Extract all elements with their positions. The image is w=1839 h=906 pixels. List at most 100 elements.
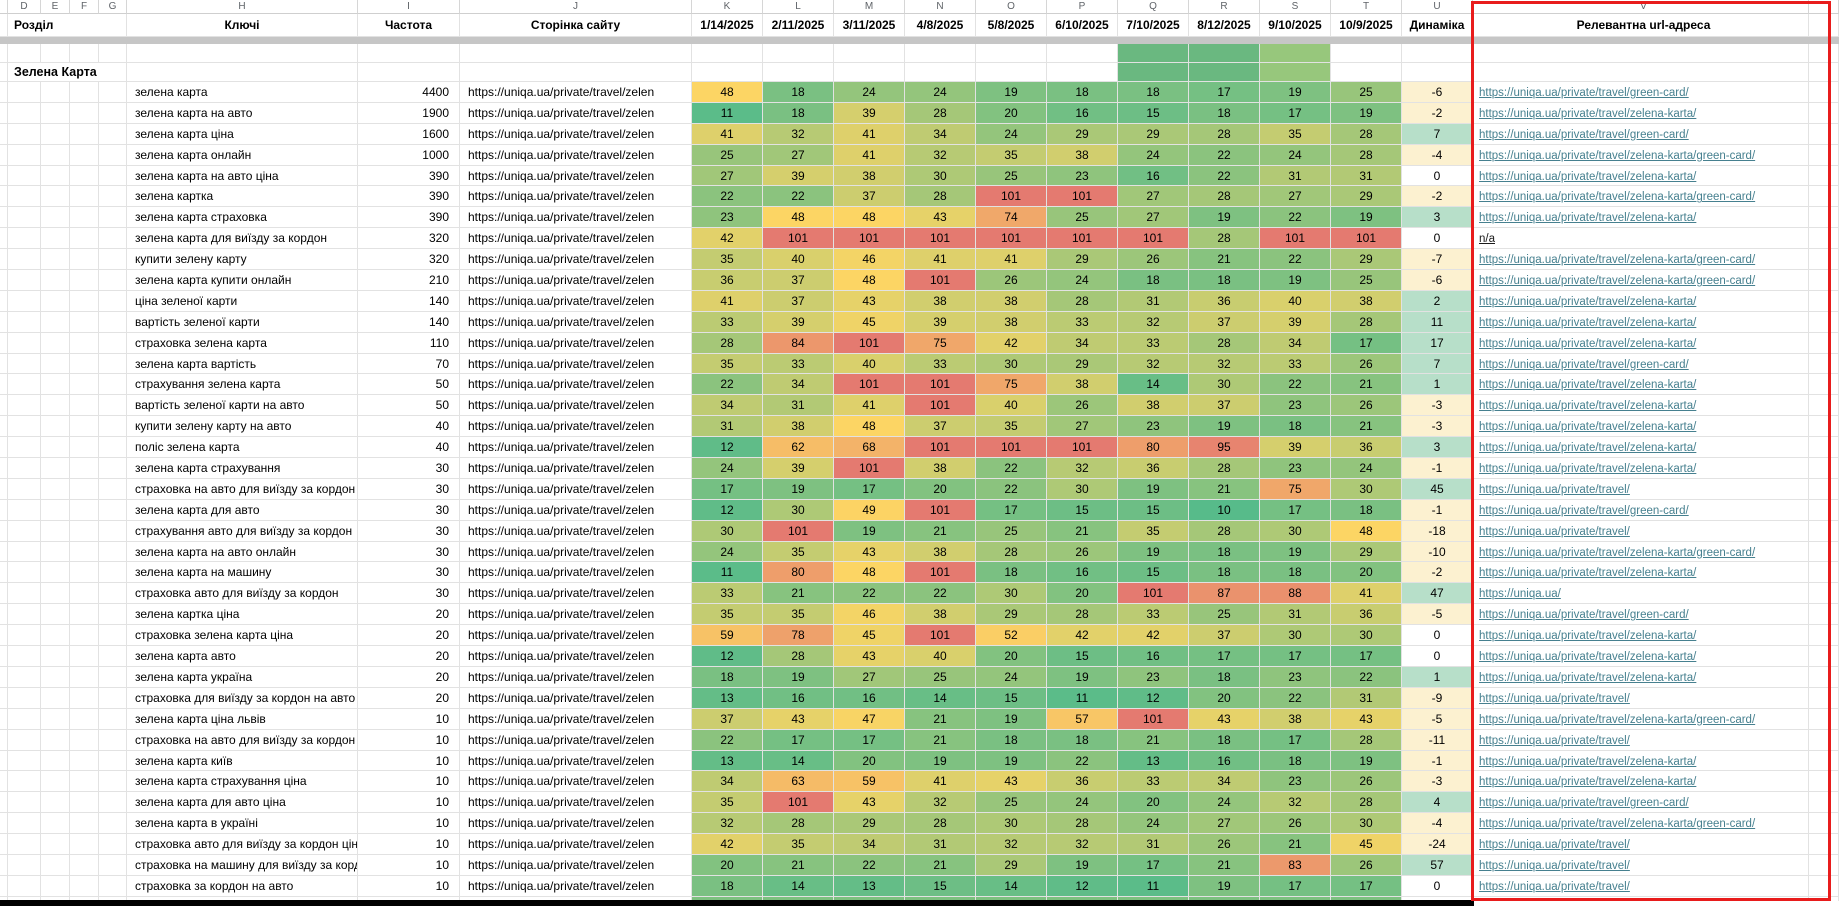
position-cell[interactable]: 43 [834, 646, 905, 667]
keyword-cell[interactable]: страхування зелена карта [127, 374, 358, 396]
position-cell[interactable]: 21 [1331, 374, 1402, 396]
position-cell[interactable]: 45 [1331, 834, 1402, 855]
position-cell[interactable]: 17 [1260, 875, 1331, 897]
position-cell[interactable]: 12 [692, 646, 763, 667]
relevant-url-cell[interactable]: https://uniqa.ua/private/travel/green-ca… [1473, 792, 1809, 814]
frequency-cell[interactable]: 40 [358, 437, 460, 459]
column-header-U[interactable]: U [1402, 0, 1473, 14]
empty-cell[interactable] [70, 562, 99, 584]
empty-cell[interactable] [763, 63, 834, 82]
empty-cell[interactable] [99, 729, 127, 751]
position-cell[interactable]: 33 [1118, 771, 1189, 793]
position-cell[interactable]: 28 [763, 813, 834, 835]
position-cell[interactable]: 38 [1118, 395, 1189, 417]
empty-cell[interactable] [70, 750, 99, 772]
position-cell[interactable]: 26 [1047, 395, 1118, 417]
empty-cell[interactable] [8, 583, 41, 605]
dynamics-cell[interactable]: 17 [1402, 332, 1473, 354]
column-header-V[interactable]: V [1473, 0, 1809, 14]
position-cell[interactable]: 35 [1260, 123, 1331, 145]
position-cell[interactable]: 48 [834, 270, 905, 291]
position-cell[interactable]: 18 [1189, 541, 1260, 563]
position-cell[interactable]: 75 [905, 332, 976, 354]
relevant-url-link[interactable]: https://uniqa.ua/private/travel/green-ca… [1479, 128, 1689, 141]
position-cell[interactable]: 36 [1118, 458, 1189, 479]
page-url-cell[interactable]: https://uniqa.ua/private/travel/zelen [460, 144, 692, 166]
empty-cell[interactable] [8, 687, 41, 709]
relevant-url-link[interactable]: https://uniqa.ua/private/travel/zelena-k… [1479, 275, 1756, 288]
position-cell[interactable]: 16 [1118, 646, 1189, 667]
empty-cell[interactable] [8, 646, 41, 667]
position-cell[interactable]: 37 [763, 290, 834, 312]
keyword-cell[interactable]: зелена карта страхування [127, 458, 358, 479]
keyword-cell[interactable]: страховка зелена карта [127, 332, 358, 354]
relevant-url-link[interactable]: https://uniqa.ua/private/travel/ [1479, 880, 1630, 893]
page-url-cell[interactable]: https://uniqa.ua/private/travel/zelen [460, 437, 692, 459]
relevant-url-cell[interactable]: https://uniqa.ua/private/travel/ [1473, 834, 1809, 855]
position-cell[interactable]: 63 [763, 771, 834, 793]
position-cell[interactable]: 20 [976, 646, 1047, 667]
position-cell[interactable]: 39 [763, 165, 834, 187]
position-cell[interactable]: 31 [1331, 165, 1402, 187]
position-cell[interactable]: 101 [905, 395, 976, 417]
keyword-cell[interactable]: зелена карта ціна львів [127, 708, 358, 730]
position-cell[interactable]: 14 [1118, 374, 1189, 396]
position-cell[interactable]: 28 [1189, 332, 1260, 354]
empty-cell[interactable] [70, 541, 99, 563]
position-cell[interactable]: 101 [1047, 228, 1118, 250]
frequency-cell[interactable]: 320 [358, 249, 460, 271]
frequency-cell[interactable]: 1600 [358, 123, 460, 145]
position-cell[interactable]: 18 [763, 82, 834, 103]
position-cell[interactable]: 35 [692, 604, 763, 626]
position-cell[interactable]: 43 [834, 792, 905, 814]
position-cell[interactable]: 22 [1260, 687, 1331, 709]
position-cell[interactable]: 17 [1331, 646, 1402, 667]
position-cell[interactable]: 26 [1331, 854, 1402, 876]
position-cell[interactable]: 19 [1047, 666, 1118, 688]
position-cell[interactable]: 30 [1331, 813, 1402, 835]
relevant-url-cell[interactable]: https://uniqa.ua/private/travel/ [1473, 875, 1809, 897]
empty-cell[interactable] [976, 63, 1047, 82]
frequency-cell[interactable]: 20 [358, 666, 460, 688]
empty-cell[interactable] [8, 813, 41, 835]
dynamics-cell[interactable]: -2 [1402, 102, 1473, 124]
position-cell[interactable]: 26 [1260, 813, 1331, 835]
position-cell[interactable]: 21 [905, 854, 976, 876]
page-url-cell[interactable]: https://uniqa.ua/private/travel/zelen [460, 541, 692, 563]
empty-cell[interactable] [70, 332, 99, 354]
position-cell[interactable]: 48 [834, 416, 905, 438]
dynamics-cell[interactable]: 7 [1402, 123, 1473, 145]
empty-cell[interactable] [8, 249, 41, 271]
page-url-cell[interactable]: https://uniqa.ua/private/travel/zelen [460, 353, 692, 375]
position-cell[interactable]: 101 [763, 792, 834, 814]
position-cell[interactable]: 41 [834, 123, 905, 145]
position-cell[interactable]: 40 [1260, 290, 1331, 312]
position-cell[interactable]: 31 [692, 416, 763, 438]
empty-cell[interactable] [99, 270, 127, 291]
empty-cell[interactable] [976, 44, 1047, 63]
position-cell[interactable]: 12 [1047, 875, 1118, 897]
empty-cell[interactable] [99, 750, 127, 772]
relevant-url-link[interactable]: https://uniqa.ua/private/travel/ [1479, 525, 1630, 538]
empty-cell[interactable] [99, 82, 127, 103]
position-cell[interactable]: 16 [763, 687, 834, 709]
empty-cell[interactable] [70, 102, 99, 124]
position-cell[interactable]: 36 [1047, 771, 1118, 793]
position-cell[interactable]: 19 [1189, 207, 1260, 229]
position-cell[interactable]: 31 [1118, 834, 1189, 855]
position-cell[interactable]: 101 [1118, 228, 1189, 250]
position-cell[interactable]: 38 [763, 416, 834, 438]
empty-cell[interactable] [70, 228, 99, 250]
position-cell[interactable]: 23 [1260, 771, 1331, 793]
empty-cell[interactable] [8, 792, 41, 814]
position-cell[interactable]: 19 [905, 750, 976, 772]
keyword-cell[interactable]: страховка для виїзду за кордон на авто [127, 687, 358, 709]
empty-cell[interactable] [99, 165, 127, 187]
frequency-cell[interactable]: 40 [358, 416, 460, 438]
frequency-cell[interactable]: 10 [358, 729, 460, 751]
dynamics-cell[interactable]: -3 [1402, 395, 1473, 417]
empty-cell[interactable] [70, 437, 99, 459]
page-url-cell[interactable]: https://uniqa.ua/private/travel/zelen [460, 562, 692, 584]
position-cell[interactable]: 24 [1047, 270, 1118, 291]
relevant-url-link[interactable]: https://uniqa.ua/private/travel/zelena-k… [1479, 776, 1697, 789]
